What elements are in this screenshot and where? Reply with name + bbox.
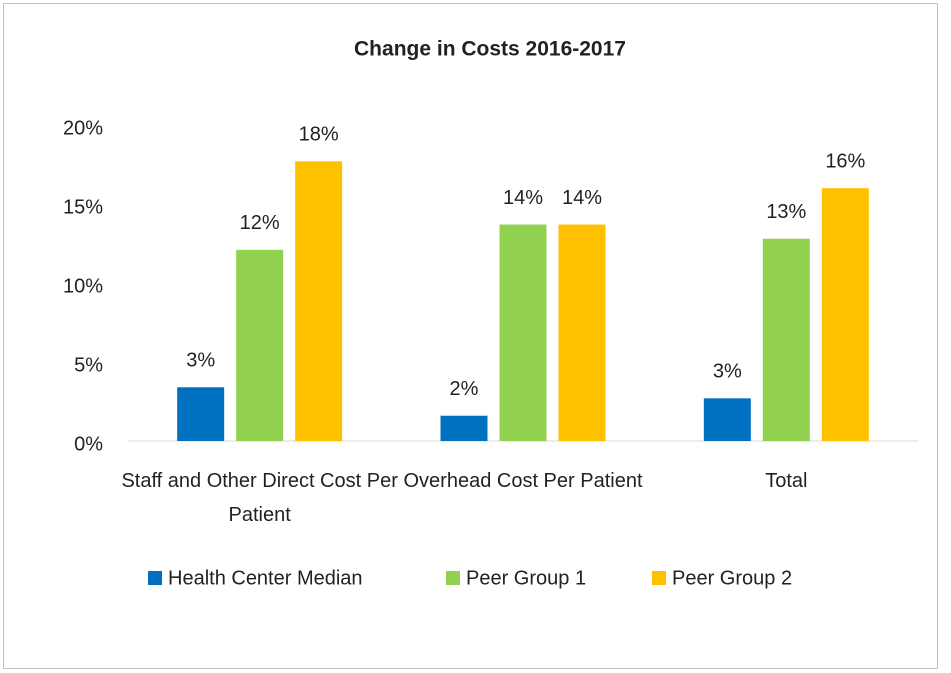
x-tick-label: Total	[765, 470, 808, 492]
y-tick-label: 10%	[63, 275, 103, 297]
legend-swatch	[148, 571, 162, 585]
x-tick-label: Staff and Other Direct Cost Per Patient	[121, 470, 398, 526]
chart-title: Change in Costs 2016-2017	[354, 38, 626, 61]
data-label: 3%	[186, 350, 215, 372]
bar	[499, 224, 547, 441]
y-tick-label: 0%	[74, 433, 103, 455]
x-tick-label: Overhead Cost Per Patient	[403, 470, 643, 492]
data-label: 18%	[299, 124, 339, 146]
legend-swatch	[446, 571, 460, 585]
bar	[558, 224, 606, 441]
data-label: 3%	[713, 361, 742, 383]
bar	[440, 415, 488, 441]
legend-swatch	[652, 571, 666, 585]
legend-label: Peer Group 2	[672, 567, 792, 589]
data-label: 14%	[503, 187, 543, 209]
data-label: 13%	[766, 201, 806, 223]
legend-label: Peer Group 1	[466, 567, 586, 589]
y-tick-label: 20%	[63, 117, 103, 139]
bar	[236, 249, 284, 441]
data-label: 12%	[240, 212, 280, 234]
data-label: 14%	[562, 187, 602, 209]
bar	[762, 238, 810, 441]
y-tick-label: 15%	[63, 196, 103, 218]
y-tick-label: 5%	[74, 354, 103, 376]
bar	[703, 398, 751, 441]
data-label: 16%	[825, 150, 865, 172]
bar	[177, 387, 225, 441]
data-label: 2%	[450, 378, 479, 400]
bar	[295, 161, 343, 441]
bar	[821, 188, 869, 441]
legend-label: Health Center Median	[168, 567, 363, 589]
